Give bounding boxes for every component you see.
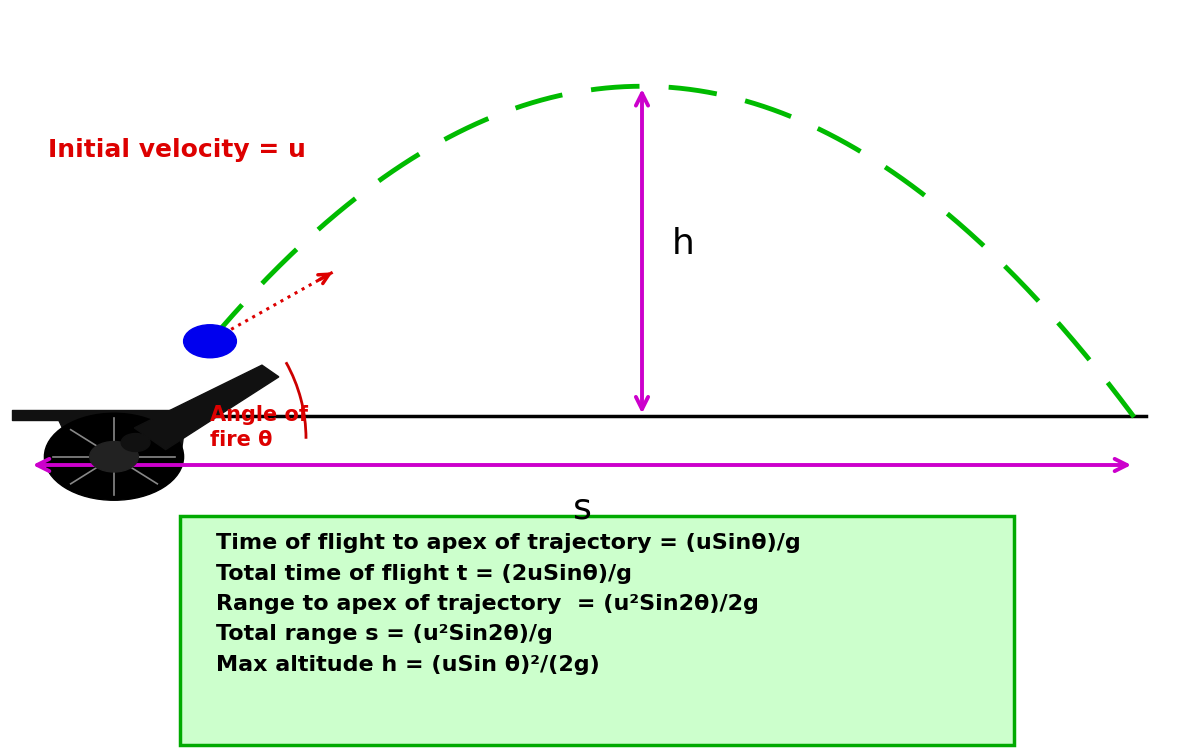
Circle shape [121,433,150,451]
Text: s: s [572,491,592,525]
Text: Time of flight to apex of trajectory = (uSinθ)/g
Total time of flight t = (2uSin: Time of flight to apex of trajectory = (… [216,533,800,675]
Circle shape [44,413,184,500]
Circle shape [90,442,138,472]
Circle shape [184,325,236,358]
FancyBboxPatch shape [180,516,1014,745]
Text: h: h [672,226,695,261]
Polygon shape [134,365,278,449]
Text: Initial velocity = u: Initial velocity = u [48,138,306,162]
Polygon shape [58,418,186,461]
Text: Angle of
fire θ: Angle of fire θ [210,405,308,450]
